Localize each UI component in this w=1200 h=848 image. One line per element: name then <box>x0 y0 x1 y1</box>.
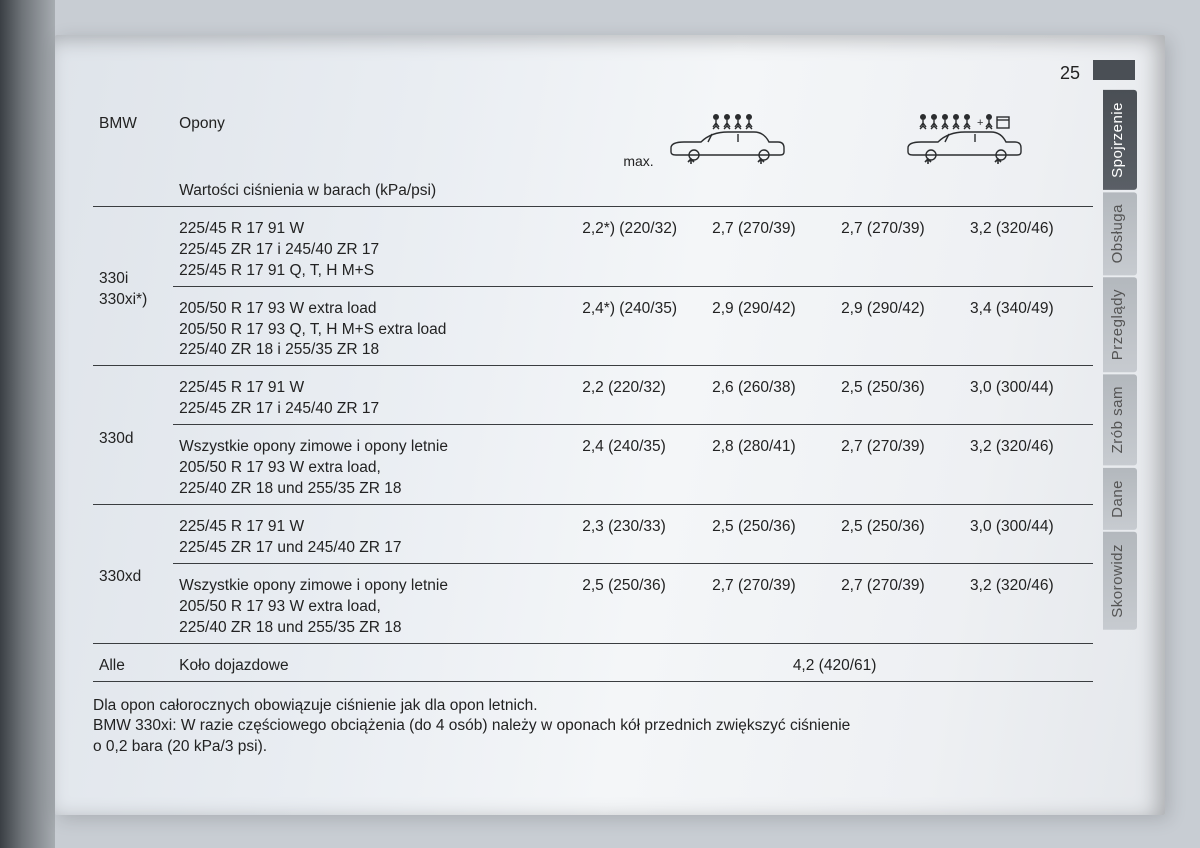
pressure-value: 2,5 (250/36) <box>576 572 706 643</box>
pressure-value: 2,7 (270/39) <box>835 433 964 504</box>
pressure-value: 2,4*) (240/35) <box>576 295 706 366</box>
pressure-value: 2,5 (250/36) <box>835 513 964 563</box>
model-alle: Alle <box>93 652 173 681</box>
spare-wheel-label: Koło dojazdowe <box>173 652 576 681</box>
page-content: BMW Opony max. <box>93 110 1093 758</box>
max-label: max. <box>623 153 653 169</box>
footnote-line: Dla opon całorocznych obowiązuje ciśnien… <box>93 696 1093 717</box>
tab-dane: Dane <box>1103 468 1137 530</box>
pressure-value: 2,2*) (220/32) <box>576 215 706 286</box>
book-spine-shadow <box>0 0 55 848</box>
footnote-line: BMW 330xi: W razie częściowego obciążeni… <box>93 716 1093 737</box>
tire-spec: Wszystkie opony zimowe i opony letnie 20… <box>173 433 576 504</box>
pressure-value: 3,2 (320/46) <box>964 433 1093 504</box>
pressure-value: 3,2 (320/46) <box>964 572 1093 643</box>
pressure-value: 2,9 (290/42) <box>706 295 835 366</box>
tire-spec: 225/45 R 17 91 W 225/45 ZR 17 i 245/40 Z… <box>173 374 576 424</box>
footnotes: Dla opon całorocznych obowiązuje ciśnien… <box>93 696 1093 759</box>
model-330d: 330d <box>93 374 173 504</box>
model-330i-330xi: 330i 330xi*) <box>93 215 173 366</box>
pressure-value: 2,5 (250/36) <box>835 374 964 424</box>
pressure-value: 2,8 (280/41) <box>706 433 835 504</box>
pressure-value: 2,7 (270/39) <box>706 572 835 643</box>
pressure-value: 2,5 (250/36) <box>706 513 835 563</box>
model-330xd: 330xd <box>93 513 173 643</box>
side-tabs: Spojrzenie Obsługa Przeglądy Zrób sam Da… <box>1103 90 1137 631</box>
tire-pressure-table: BMW Opony max. <box>93 110 1093 690</box>
pressure-value: 2,6 (260/38) <box>706 374 835 424</box>
pressure-value: 2,4 (240/35) <box>576 433 706 504</box>
tire-spec: 205/50 R 17 93 W extra load 205/50 R 17 … <box>173 295 576 366</box>
spare-wheel-pressure: 4,2 (420/61) <box>576 652 1093 681</box>
tire-spec: 225/45 R 17 91 W 225/45 ZR 17 und 245/40… <box>173 513 576 563</box>
tire-spec: Wszystkie opony zimowe i opony letnie 20… <box>173 572 576 643</box>
pressure-value: 3,0 (300/44) <box>964 374 1093 424</box>
tab-obsluga: Obsługa <box>1103 192 1137 275</box>
tab-przeglady: Przeglądy <box>1103 277 1137 372</box>
page-number-marker <box>1093 60 1135 80</box>
pressure-value: 2,7 (270/39) <box>835 572 964 643</box>
pressure-value: 2,9 (290/42) <box>835 295 964 366</box>
car-full-load-icon: + <box>889 114 1039 173</box>
tab-spojrzenie: Spojrzenie <box>1103 90 1137 190</box>
header-brand: BMW <box>93 110 173 177</box>
svg-text:+: + <box>977 117 983 129</box>
page-number: 25 <box>1060 63 1080 84</box>
manual-page: 25 Spojrzenie Obsługa Przeglądy Zrób sam… <box>55 35 1165 815</box>
footnote-line: o 0,2 bara (20 kPa/3 psi). <box>93 737 1093 758</box>
pressure-value: 3,0 (300/44) <box>964 513 1093 563</box>
header-tires-label: Opony <box>173 110 576 177</box>
car-partial-load-icon <box>658 114 788 173</box>
pressure-value: 2,2 (220/32) <box>576 374 706 424</box>
tire-spec: 225/45 R 17 91 W 225/45 ZR 17 i 245/40 Z… <box>173 215 576 286</box>
tab-zrob-sam: Zrób sam <box>1103 374 1137 465</box>
subhead-units: Wartości ciśnienia w barach (kPa/psi) <box>173 177 1093 206</box>
pressure-value: 2,3 (230/33) <box>576 513 706 563</box>
pressure-value: 3,2 (320/46) <box>964 215 1093 286</box>
pressure-value: 2,7 (270/39) <box>835 215 964 286</box>
pressure-value: 2,7 (270/39) <box>706 215 835 286</box>
pressure-value: 3,4 (340/49) <box>964 295 1093 366</box>
tab-skorowidz: Skorowidz <box>1103 532 1137 630</box>
